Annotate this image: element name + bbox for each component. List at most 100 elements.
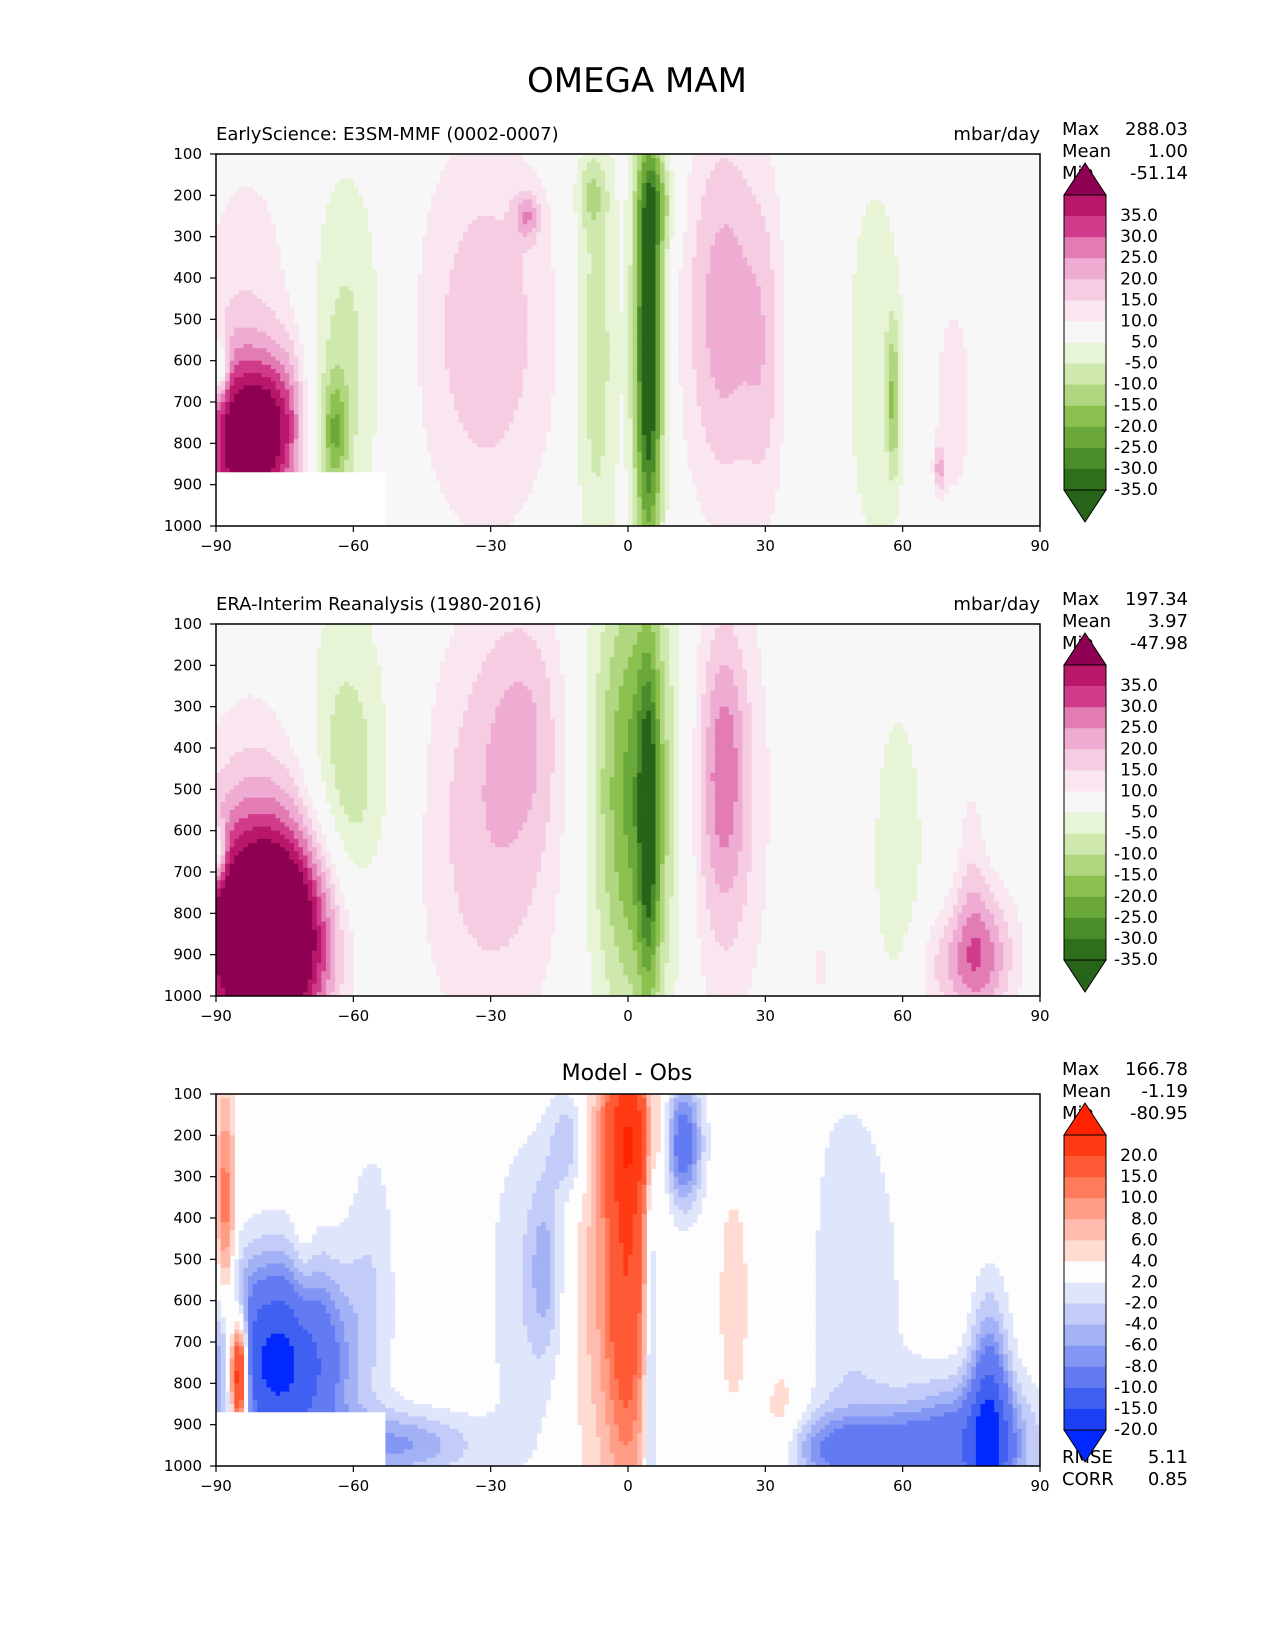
contour-cell (600, 257, 606, 263)
contour-cell (692, 261, 698, 267)
contour-cell (335, 261, 341, 267)
contour-cell (357, 273, 364, 279)
contour-cell (751, 302, 757, 308)
contour-cell (527, 286, 533, 291)
contour-cell (650, 352, 657, 358)
contour-cell (371, 364, 377, 370)
contour-cell (316, 319, 322, 325)
contour-cell (884, 348, 890, 353)
contour-cell (449, 199, 455, 205)
contour-cell (216, 240, 222, 246)
contour-cell (527, 211, 533, 217)
contour-cell (444, 311, 451, 316)
contour-cell (229, 199, 235, 205)
contour-cell (454, 261, 460, 267)
contour-cell (330, 211, 336, 217)
contour-cell (486, 269, 492, 275)
contour-cell (884, 298, 890, 304)
contour-cell (577, 253, 583, 258)
contour-cell (586, 335, 592, 341)
contour-cell (701, 327, 707, 333)
contour-cell (476, 352, 483, 358)
contour-cell (724, 290, 730, 296)
contour-cell (888, 273, 895, 279)
contour-cell (687, 286, 693, 291)
contour-cell (220, 298, 226, 304)
contour-cell (440, 356, 446, 362)
contour-cell (321, 335, 327, 341)
contour-cell (220, 278, 226, 283)
contour-cell (582, 178, 588, 184)
contour-cell (216, 335, 222, 341)
contour-cell (476, 278, 483, 283)
contour-cell (220, 211, 226, 217)
contour-cell (728, 191, 734, 196)
contour-cell (687, 257, 693, 263)
contour-cell (774, 228, 780, 234)
contour-cell (518, 195, 524, 201)
contour-cell (353, 315, 359, 320)
contour-cell (504, 178, 510, 184)
contour-cell (476, 290, 483, 296)
contour-cell (275, 340, 281, 345)
contour-cell (449, 302, 455, 308)
contour-cell (495, 269, 501, 275)
contour-cell (321, 244, 327, 250)
contour-cell (760, 356, 766, 362)
contour-cell (481, 158, 487, 163)
contour-cell (724, 228, 730, 234)
contour-cell (637, 302, 643, 308)
contour-cell (229, 220, 235, 225)
contour-cell (756, 348, 762, 353)
contour-cell (600, 335, 606, 341)
contour-cell (353, 265, 359, 271)
contour-cell (728, 273, 734, 279)
contour-cell (550, 323, 556, 329)
contour-cell (527, 348, 533, 353)
contour-cell (495, 278, 501, 283)
contour-cell (444, 344, 451, 349)
contour-cell (495, 191, 501, 196)
contour-cell (573, 187, 579, 192)
contour-cell (454, 348, 460, 353)
contour-cell (628, 249, 634, 254)
contour-cell (614, 302, 620, 308)
contour-cell (655, 195, 661, 201)
contour-cell (289, 360, 295, 366)
contour-cell (701, 253, 707, 258)
contour-cell (728, 199, 734, 205)
contour-cell (646, 187, 652, 192)
contour-cell (499, 191, 505, 196)
contour-cell (518, 282, 524, 287)
contour-cell (216, 257, 222, 263)
contour-cell (513, 348, 519, 353)
contour-cell (637, 253, 643, 258)
contour-cell (637, 319, 643, 325)
contour-cell (472, 170, 478, 176)
contour-cell (605, 207, 611, 213)
contour-cell (238, 273, 245, 279)
contour-cell (284, 364, 290, 370)
contour-field (216, 154, 1040, 526)
contour-cell (454, 253, 460, 258)
contour-cell (293, 323, 299, 329)
contour-cell (431, 290, 437, 296)
contour-cell (884, 240, 890, 246)
contour-cell (316, 348, 322, 353)
contour-cell (476, 261, 483, 267)
contour-cell (362, 265, 368, 271)
contour-cell (623, 278, 629, 283)
contour-cell (316, 340, 322, 345)
contour-cell (779, 302, 785, 308)
contour-cell (669, 207, 675, 213)
contour-cell (472, 166, 478, 172)
contour-cell (660, 211, 666, 217)
contour-cell (701, 174, 707, 180)
contour-cell (357, 344, 364, 349)
contour-cell (600, 360, 606, 366)
contour-cell (463, 294, 469, 300)
contour-cell (335, 211, 341, 217)
contour-cell (623, 232, 629, 238)
contour-cell (257, 216, 263, 221)
contour-cell (321, 228, 327, 234)
